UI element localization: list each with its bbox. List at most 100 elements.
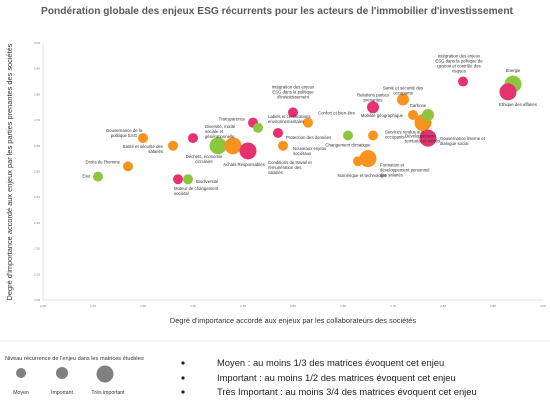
- y-axis-title: Degré d'importance accordé aux enjeux pa…: [5, 43, 14, 300]
- bubble: [303, 117, 313, 128]
- bubble-label: Numérique et technologie: [338, 173, 388, 178]
- bubble-label: Relations parties prenantes: [357, 92, 389, 102]
- bubble: [93, 171, 103, 182]
- legend-label-tres-important: Très important: [91, 390, 125, 396]
- bubble-label: Intégration des enjeux ESG dans la politi…: [272, 84, 315, 99]
- legend-label-moyen: Moyen: [13, 390, 29, 396]
- y-tick-label: 2,60: [34, 144, 40, 148]
- legend-marker-moyen: [16, 368, 26, 378]
- legend-marker-important: [56, 367, 68, 379]
- x-tick-label: 2,80: [440, 304, 446, 308]
- chart-title: Pondération globale des enjeux ESG récur…: [41, 6, 514, 17]
- bubble: [253, 122, 263, 133]
- bubble: [368, 130, 378, 141]
- x-tick-label: 2,90: [490, 304, 496, 308]
- bubble: [422, 108, 434, 121]
- bubble-label: Santé et sécurité des occupants: [383, 86, 423, 96]
- bubble: [123, 161, 133, 172]
- bubble: [183, 174, 193, 185]
- y-tick-label: 2,70: [34, 118, 40, 122]
- bubble-label: Labels et certifications environnementale…: [268, 114, 311, 124]
- bubble-label: Moteur de changement sociétal: [174, 186, 219, 196]
- bubble-label: Protection des données: [286, 135, 331, 140]
- legend-notes: Moyen : au moins 1/3 des matrices évoque…: [181, 357, 477, 397]
- note-bullet: [181, 390, 185, 394]
- bubble-label: Gouvernance de la politique ESG: [106, 128, 143, 138]
- note-important: Important : au moins 1/2 des matrices év…: [217, 372, 456, 383]
- bubble: [173, 174, 183, 185]
- x-tick-label: 2,30: [190, 304, 196, 308]
- bubble: [458, 76, 468, 87]
- note-tres-important: Très Important : au moins 3/4 des matric…: [217, 386, 477, 397]
- axis-ticks: 2,00 2,10 2,20 2,30 2,40 2,50 2,60 2,70 2,80 2,90…: [34, 41, 546, 308]
- bubble: [168, 140, 178, 151]
- bubble-label: Carbone: [410, 103, 427, 108]
- y-tick-label: 3,00: [34, 41, 40, 45]
- bubble-label: Confort et bien-être: [318, 111, 356, 116]
- bubble-label: Energie: [506, 68, 521, 73]
- note-bullet: [181, 376, 185, 380]
- bubble-label: Diversité, mixité sociale et générationnel…: [205, 124, 236, 139]
- bubble: [273, 127, 283, 138]
- x-tick-label: 2,70: [390, 304, 396, 308]
- bubble-label: Conditions de travail et rémunération des…: [268, 160, 313, 175]
- bubble: [367, 101, 379, 114]
- bubble: [278, 140, 288, 151]
- bubble: [224, 137, 242, 155]
- bubble-label: Nouveaux enjeux sociétaux: [293, 146, 327, 156]
- x-tick-label: 2,10: [90, 304, 96, 308]
- y-tick-label: 2,40: [34, 195, 40, 199]
- bubble-label: Déchets, économie circulaire: [186, 154, 223, 164]
- bubble: [499, 83, 517, 101]
- y-tick-label: 2,90: [34, 67, 40, 71]
- plot-area: [42, 43, 543, 301]
- legend-marker-tres-important: [96, 365, 114, 383]
- size-legend: Niveau récurrence de l'enjeu dans les ma…: [5, 356, 144, 396]
- bubble-label: Santé et sécurité des salariés: [123, 144, 163, 154]
- bubble-label: Services rendus aux occupants: [385, 130, 425, 140]
- bubble-label: Achats Responsables: [223, 162, 265, 167]
- y-tick-label: 2,20: [34, 247, 40, 251]
- bubble: [419, 129, 437, 147]
- note-bullet: [181, 361, 185, 365]
- bubble-label: Droits de l'homme: [86, 159, 121, 164]
- bubble: [397, 93, 409, 106]
- y-tick-label: 2,50: [34, 170, 40, 174]
- legend-title: Niveau récurrence de l'enjeu dans les ma…: [5, 356, 144, 362]
- bubble-label: Biodiversité: [196, 179, 219, 184]
- bubble: [408, 109, 418, 120]
- bubble: [239, 142, 257, 160]
- bubble-label: Formation et développement personnel des s…: [380, 163, 429, 178]
- bubble: [353, 156, 363, 167]
- x-tick-label: 2,50: [290, 304, 296, 308]
- bubble-label: Ethique des affaires: [499, 102, 537, 107]
- bubble: [359, 150, 377, 168]
- bubble: [343, 130, 353, 141]
- bubble: [209, 137, 227, 155]
- y-tick-label: 2,10: [34, 272, 40, 276]
- y-tick-label: 2,00: [34, 298, 40, 302]
- note-moyen: Moyen : au moins 1/3 des matrices évoque…: [217, 357, 444, 368]
- bubble: [138, 133, 148, 144]
- bubble-label: Eau: [82, 174, 90, 179]
- bubble-label: Mobilité géographique: [361, 113, 404, 118]
- x-tick-label: 2,00: [40, 304, 46, 308]
- bubble-labels: Intégration des enjeux ESG dans la politi…: [82, 54, 537, 197]
- x-tick-label: 2,40: [240, 304, 246, 308]
- bubble-label: Transparence: [219, 117, 246, 122]
- x-tick-label: 2,60: [340, 304, 346, 308]
- bubble-label: Développement territorial et emploi: [405, 134, 440, 144]
- bubble-label: Intégration des enjeux ESG dans la politi…: [435, 54, 483, 74]
- x-axis-title: Degré d'importance accordé aux enjeux pa…: [170, 316, 417, 325]
- bubble-label: Changement climatique: [325, 143, 371, 148]
- bubble: [288, 107, 298, 118]
- y-tick-label: 2,80: [34, 92, 40, 96]
- legend-label-important: Important: [51, 390, 73, 396]
- y-tick-label: 2,30: [34, 221, 40, 225]
- bubble: [188, 133, 198, 144]
- bubble-label: Gouvernance interne et dialogue social: [440, 136, 486, 146]
- x-tick-label: 3,00: [540, 304, 546, 308]
- x-tick-label: 2,20: [140, 304, 146, 308]
- bubbles: [93, 75, 522, 185]
